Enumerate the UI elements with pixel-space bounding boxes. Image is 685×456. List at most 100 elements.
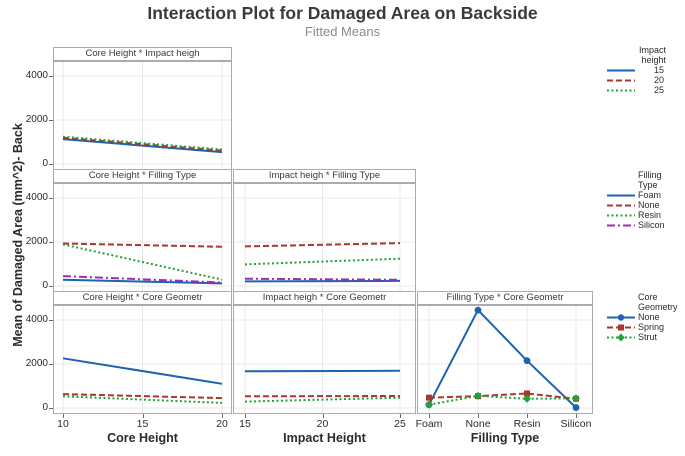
x-tick-mark	[576, 414, 577, 418]
legend-swatch-dotted	[607, 214, 635, 216]
panel-impact-heigh-filling-type: Impact heigh * Filling Type	[233, 169, 416, 292]
panel-title: Filling Type * Core Geometr	[417, 291, 593, 305]
legend: Filling Type Foam None Resin Silicon	[606, 170, 678, 230]
legend-item-label: 15	[653, 65, 664, 75]
panel-plot	[233, 305, 416, 414]
legend-item-label: None	[638, 312, 660, 322]
y-tick-mark	[49, 120, 53, 121]
legend-item-label: Strut	[638, 332, 658, 342]
series-15	[62, 138, 223, 154]
series-foam	[62, 278, 223, 285]
x-tick-mark	[142, 414, 144, 418]
legend-item-label: Foam	[638, 190, 662, 200]
x-axis-title: Filling Type	[470, 431, 540, 445]
legend-item-label: Resin	[638, 210, 662, 220]
x-tick-mark	[63, 414, 64, 418]
panel-title: Core Height * Core Geometr	[53, 291, 232, 305]
y-tick-mark	[49, 320, 53, 321]
legend-swatch-solid	[607, 313, 635, 321]
x-tick-mark	[478, 414, 479, 418]
legend-item-15: 15	[606, 65, 678, 75]
legend-swatch-dotted	[607, 89, 635, 91]
x-tick-label: None	[465, 418, 491, 430]
y-tick-mark	[49, 76, 53, 77]
y-tick-label: 2000	[25, 236, 48, 247]
legend-swatch-dashed	[607, 79, 635, 81]
series-none	[428, 308, 577, 409]
series-strut	[428, 394, 577, 406]
x-tick-label: 15	[136, 418, 149, 430]
x-axis-title: Core Height	[107, 431, 178, 445]
x-tick-label: 10	[57, 418, 69, 430]
x-tick-mark	[429, 414, 430, 418]
legend-item-20: 20	[606, 75, 678, 85]
x-tick-mark	[245, 414, 246, 418]
legend-swatch-solid	[607, 194, 635, 196]
y-tick-label: 0	[42, 402, 48, 413]
y-tick-mark	[49, 286, 53, 287]
x-tick-label: 20	[216, 418, 228, 430]
legend-item-none: None	[606, 312, 678, 322]
panel-plot	[53, 183, 232, 292]
x-tick-label: 25	[394, 418, 406, 430]
page-subtitle: Fitted Means	[304, 24, 381, 39]
series-resin	[244, 257, 401, 266]
panel-impact-heigh-core-geometr: Impact heigh * Core Geometr	[233, 291, 416, 414]
series-strut	[244, 396, 401, 403]
x-tick-label: 20	[316, 418, 329, 430]
y-tick-label: 4000	[25, 314, 48, 325]
x-tick-mark	[400, 414, 401, 418]
series-silicon	[244, 277, 401, 281]
series-silicon	[62, 275, 223, 284]
y-tick-label: 0	[42, 158, 48, 169]
page-title: Interaction Plot for Damaged Area on Bac…	[147, 3, 538, 23]
legend-swatch-dashdot	[607, 224, 635, 226]
legend-title: Core	[638, 292, 658, 302]
legend-item-spring: Spring	[606, 322, 678, 332]
x-tick-label: Resin	[513, 418, 541, 430]
legend-item-25: 25	[606, 85, 678, 95]
x-tick-mark	[322, 414, 324, 418]
y-tick-label: 2000	[25, 358, 48, 369]
legend-item-label: 25	[653, 85, 664, 95]
legend-swatch-dashed	[607, 204, 635, 206]
legend-item-label: 20	[653, 75, 664, 85]
series-none	[244, 369, 401, 373]
panel-core-height-filling-type: Core Height * Filling Type	[53, 169, 232, 292]
y-tick-label: 4000	[25, 192, 48, 203]
legend-swatch-solid	[607, 69, 635, 71]
panel-title: Impact heigh * Core Geometr	[233, 291, 416, 305]
panel-title: Core Height * Impact heigh	[53, 47, 232, 61]
y-tick-mark	[49, 198, 53, 199]
legend-swatch-dotted	[607, 333, 635, 341]
panel-title: Impact heigh * Filling Type	[233, 169, 416, 183]
panel-filling-type-core-geometr: Filling Type * Core Geometr	[417, 291, 593, 414]
legend-item-label: None	[638, 200, 660, 210]
legend: Core Geometry None Spring Strut	[606, 292, 678, 342]
legend-title: Impact	[638, 45, 666, 55]
legend-item-strut: Strut	[606, 332, 678, 342]
panel-plot	[417, 305, 593, 414]
legend-swatch-dashed	[607, 324, 635, 330]
x-tick-label: Foam	[415, 418, 443, 430]
x-tick-mark	[527, 414, 528, 418]
legend-item-none: None	[606, 200, 678, 210]
series-none	[62, 357, 223, 385]
legend-item-label: Spring	[638, 322, 665, 332]
panel-plot	[233, 183, 416, 292]
legend-item-resin: Resin	[606, 210, 678, 220]
legend-title: Filling Type	[638, 170, 662, 190]
legend-item-label: Silicon	[638, 220, 665, 230]
legend: Impact height 15 20 25	[606, 45, 678, 95]
x-tick-label: 15	[239, 418, 251, 430]
y-tick-label: 4000	[25, 70, 48, 81]
legend-title: Geometry	[638, 302, 678, 312]
panel-core-height-impact-heigh: Core Height * Impact heigh	[53, 47, 232, 170]
y-tick-mark	[49, 164, 53, 165]
series-spring	[428, 392, 577, 400]
panel-title: Core Height * Filling Type	[53, 169, 232, 183]
legend-title: height	[641, 55, 666, 65]
x-axis-title: Impact Height	[283, 431, 366, 445]
x-tick-label: Silicon	[560, 418, 592, 430]
panel-core-height-core-geometr: Core Height * Core Geometr	[53, 291, 232, 414]
